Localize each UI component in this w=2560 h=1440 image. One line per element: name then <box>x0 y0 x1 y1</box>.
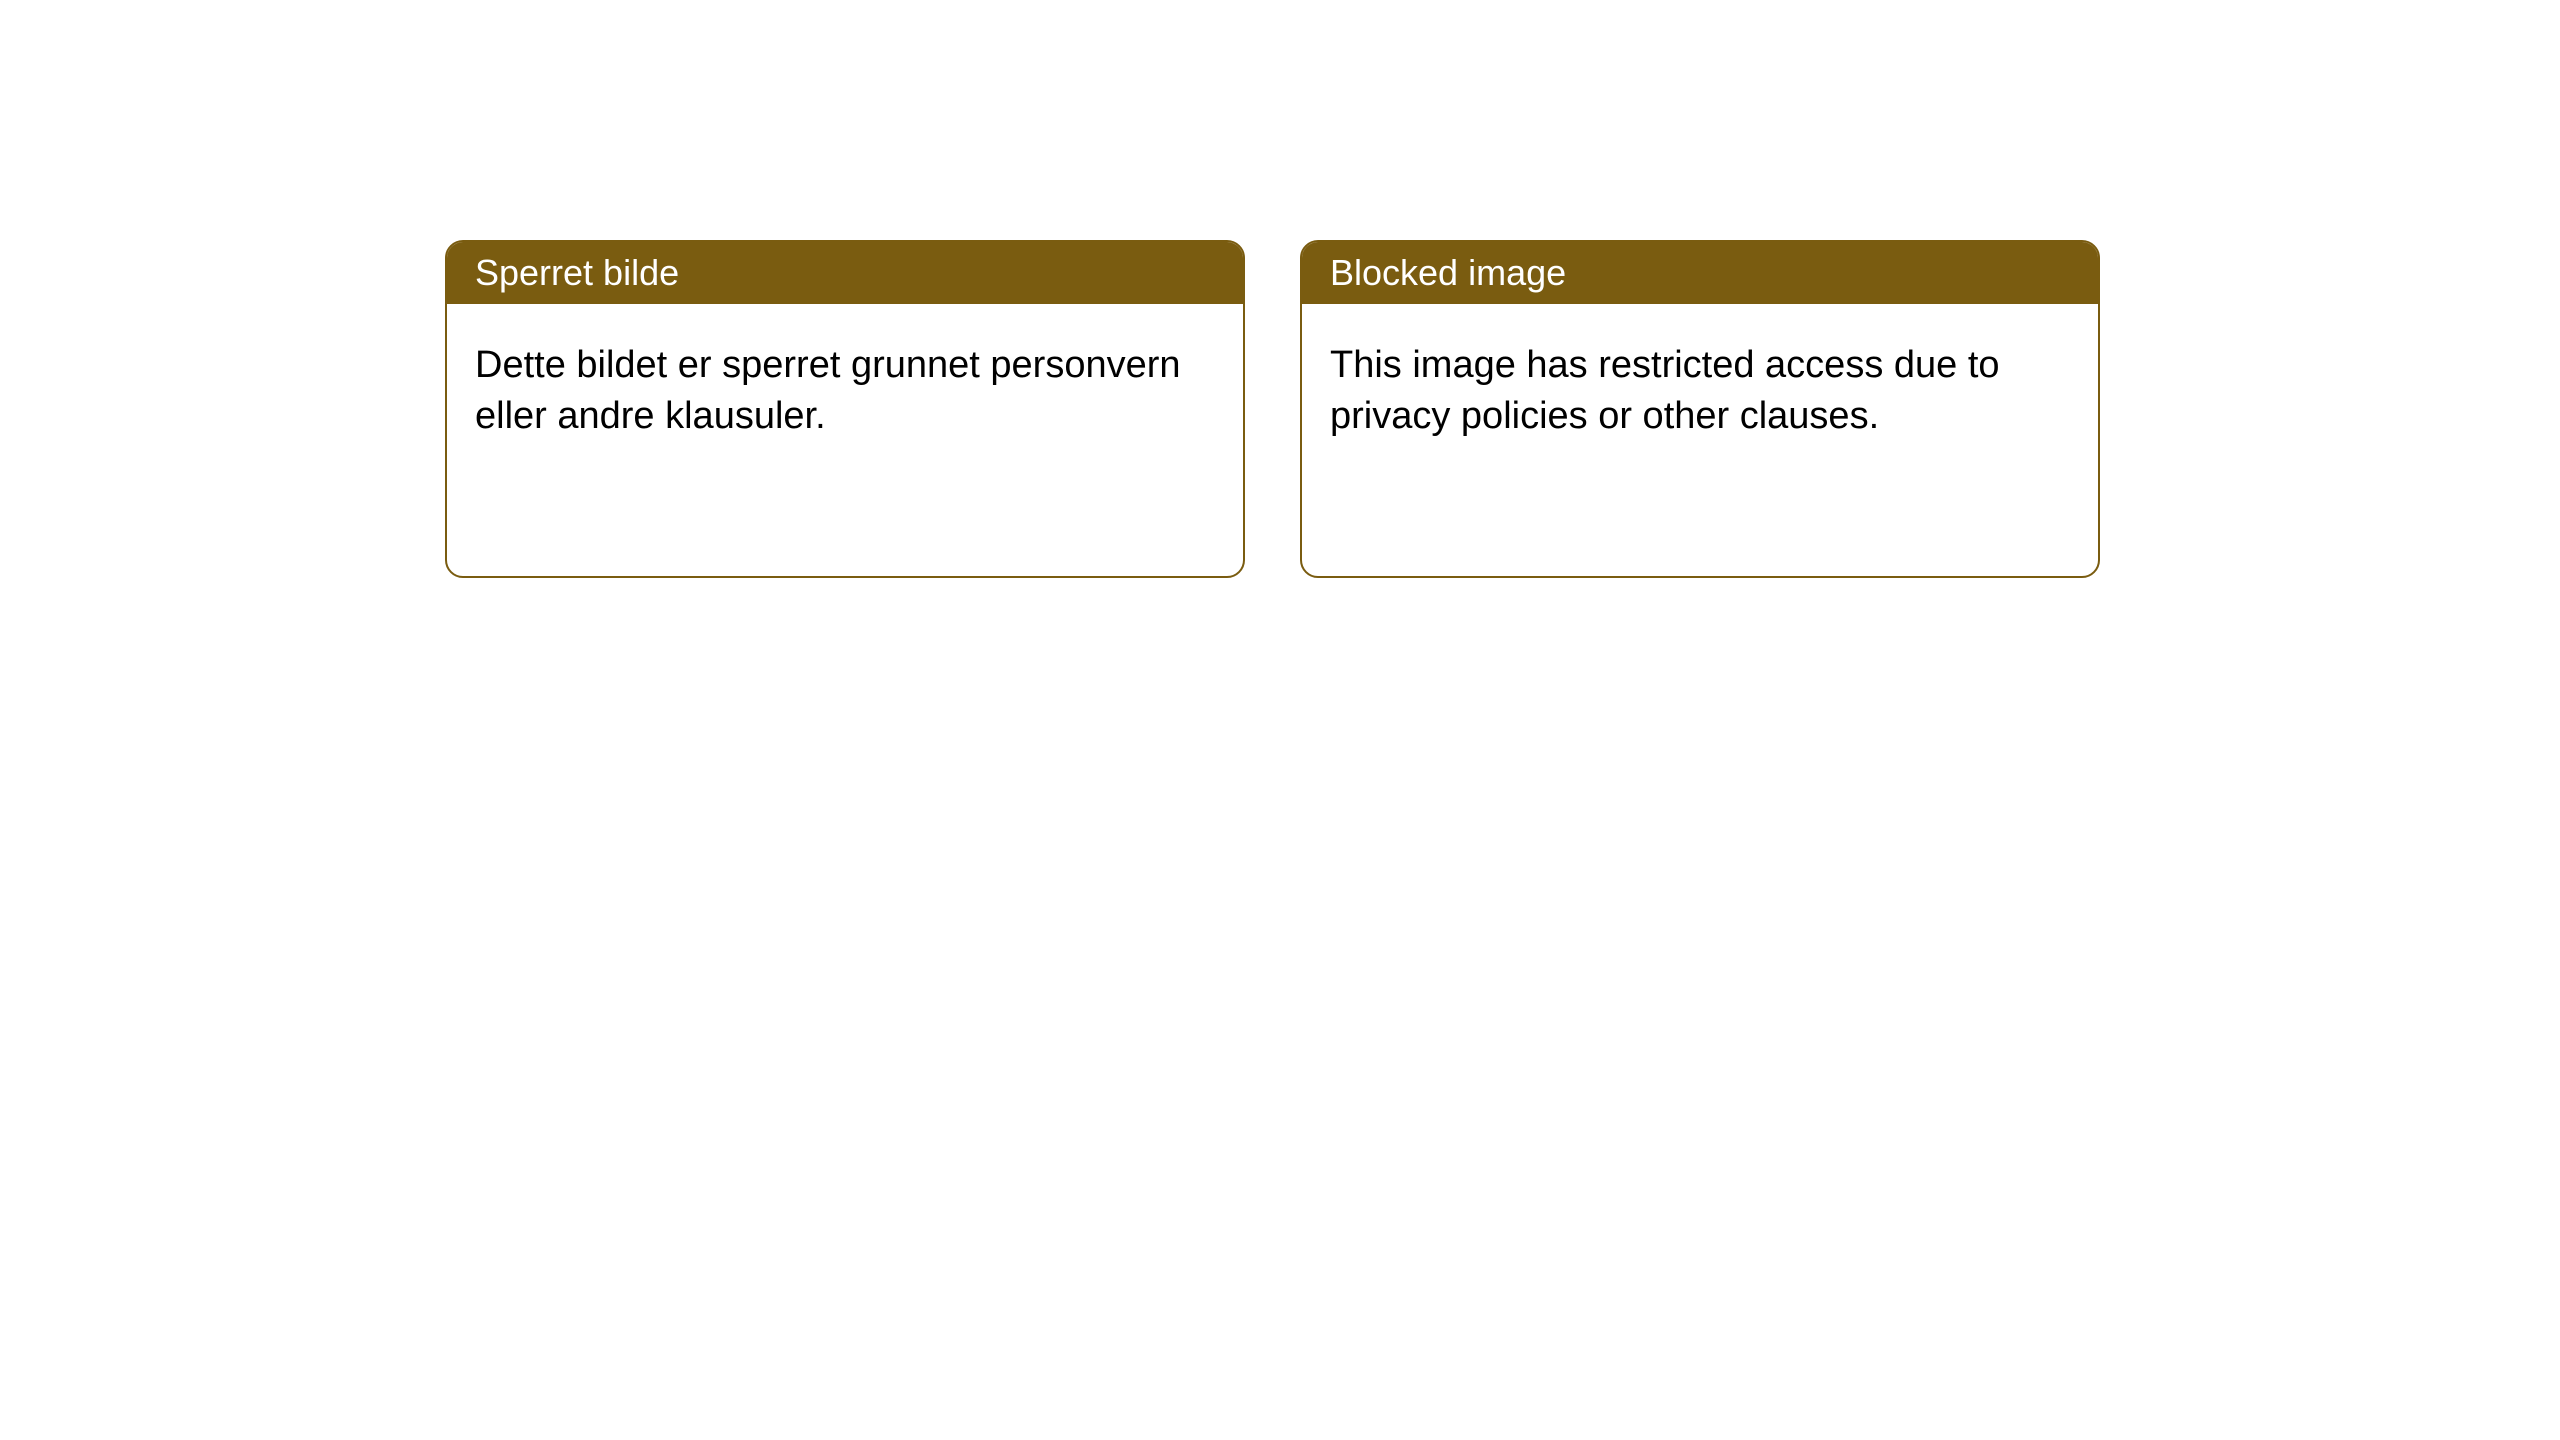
notice-header: Blocked image <box>1302 242 2098 304</box>
notice-body-text: Dette bildet er sperret grunnet personve… <box>475 344 1181 437</box>
notice-body: Dette bildet er sperret grunnet personve… <box>447 304 1243 479</box>
notice-body-text: This image has restricted access due to … <box>1330 344 2000 437</box>
notice-title: Blocked image <box>1330 252 1566 294</box>
notice-box-english: Blocked image This image has restricted … <box>1300 240 2100 578</box>
notice-title: Sperret bilde <box>475 252 679 294</box>
notice-header: Sperret bilde <box>447 242 1243 304</box>
notice-container: Sperret bilde Dette bildet er sperret gr… <box>0 0 2560 578</box>
notice-body: This image has restricted access due to … <box>1302 304 2098 479</box>
notice-box-norwegian: Sperret bilde Dette bildet er sperret gr… <box>445 240 1245 578</box>
